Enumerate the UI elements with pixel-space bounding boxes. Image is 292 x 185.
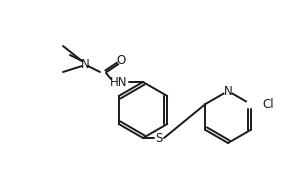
Text: HN: HN bbox=[110, 75, 127, 88]
Text: N: N bbox=[81, 58, 89, 70]
Text: O: O bbox=[117, 53, 126, 66]
Text: N: N bbox=[224, 85, 232, 97]
Text: Cl: Cl bbox=[263, 97, 274, 110]
Text: S: S bbox=[155, 132, 163, 144]
